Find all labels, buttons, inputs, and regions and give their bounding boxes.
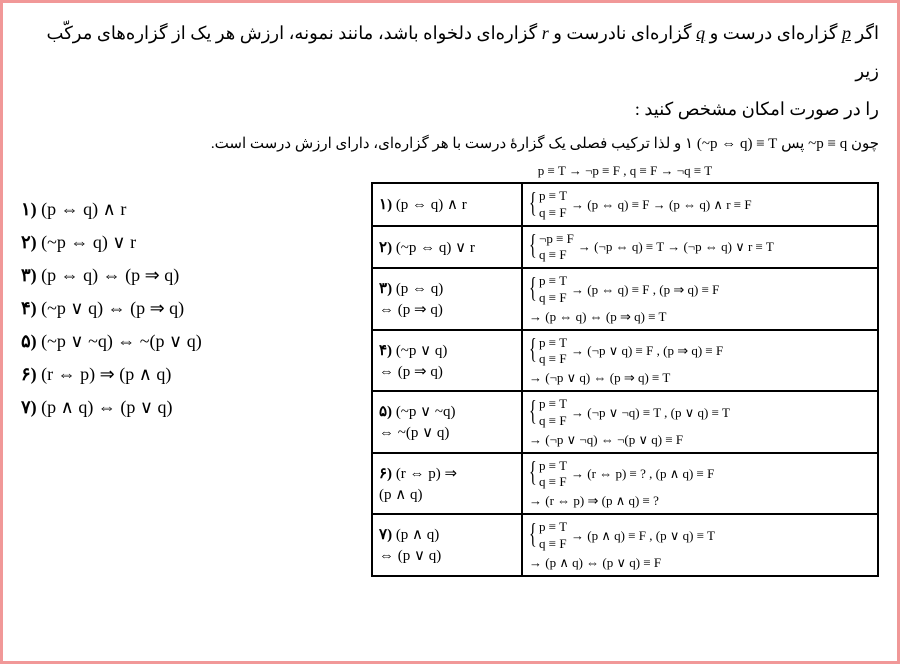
table-row: ٧) (p ∧ q)⇔ (p ∨ q)p ≡ Tq ≡ F→ (p ∧ q) ≡…: [372, 514, 878, 576]
row-rhs: p ≡ Tq ≡ F→ (r ⇔ p) ≡ ? , (p ∧ q) ≡ F→ (…: [522, 453, 878, 515]
item-formula: (p ⇔ q) ⇔ (p ⇒ q): [41, 265, 179, 285]
item-formula: (r ⇔ p) ⇒ (p ∧ q): [41, 364, 171, 384]
row-lhs: ۵) (~p ∨ ~q)⇔ ~(p ∨ q): [372, 391, 522, 453]
q-part: اگر: [851, 23, 879, 43]
problem-list: ١) (p ⇔ q) ∧ r ٢) (~p ⇔ q) ∨ r ٣) (p ⇔ q…: [21, 163, 341, 430]
intro-a: چون: [847, 136, 879, 152]
item-formula: (p ⇔ q) ∧ r: [41, 199, 126, 219]
row-rhs: ¬p ≡ Fq ≡ F→ (¬p ⇔ q) ≡ T → (¬p ⇔ q) ∨ r…: [522, 226, 878, 269]
table-row: ١) (p ⇔ q) ∧ rp ≡ Tq ≡ F→ (p ⇔ q) ≡ F → …: [372, 183, 878, 226]
table-row: ٢) (~p ⇔ q) ∨ r¬p ≡ Fq ≡ F→ (¬p ⇔ q) ≡ T…: [372, 226, 878, 269]
var-q: q: [696, 15, 705, 53]
row-rhs: p ≡ Tq ≡ F→ (p ⇔ q) ≡ F , (p ⇒ q) ≡ F→ (…: [522, 268, 878, 330]
item-num: ۶): [21, 364, 37, 384]
item-num: ٢): [21, 232, 37, 252]
row-rhs: p ≡ Tq ≡ F→ (p ⇔ q) ≡ F → (p ⇔ q) ∧ r ≡ …: [522, 183, 878, 226]
list-item: ٣) (p ⇔ q) ⇔ (p ⇒ q): [21, 265, 341, 286]
item-num: ۴): [21, 298, 37, 318]
var-p: p: [842, 15, 851, 53]
content-row: ١) (p ⇔ q) ∧ r ٢) (~p ⇔ q) ∨ r ٣) (p ⇔ q…: [21, 163, 879, 577]
item-num: ٧): [21, 397, 37, 417]
page-frame: اگر p گزاره‌ای درست و q گزاره‌ای نادرست …: [0, 0, 900, 664]
row-lhs: ٣) (p ⇔ q)⇔ (p ⇒ q): [372, 268, 522, 330]
list-item: ١) (p ⇔ q) ∧ r: [21, 199, 341, 220]
row-lhs: ٧) (p ∧ q)⇔ (p ∨ q): [372, 514, 522, 576]
q-line2: را در صورت امکان مشخص کنید :: [635, 99, 879, 119]
answer-intro: چون ~p ≡ q پس (~p ⇔ q) ≡ T ١ و لذا ترکیب…: [21, 134, 879, 153]
item-num: ٣): [21, 265, 37, 285]
item-formula: (p ∧ q) ⇔ (p ∨ q): [41, 397, 172, 417]
intro-c: ١ و لذا ترکیب فصلی یک گزارهٔ درست با هر …: [211, 136, 693, 152]
row-rhs: p ≡ Tq ≡ F→ (¬p ∨ q) ≡ F , (p ⇒ q) ≡ F→ …: [522, 330, 878, 392]
item-num: ۵): [21, 331, 37, 351]
table-row: ۶) (r ⇔ p) ⇒(p ∧ q)p ≡ Tq ≡ F→ (r ⇔ p) ≡…: [372, 453, 878, 515]
list-item: ۶) (r ⇔ p) ⇒ (p ∧ q): [21, 364, 341, 385]
table-row: ۵) (~p ∨ ~q)⇔ ~(p ∨ q)p ≡ Tq ≡ F→ (¬p ∨ …: [372, 391, 878, 453]
intro-f2: (~p ⇔ q) ≡ T: [697, 136, 777, 153]
list-item: ۴) (~p ∨ q) ⇔ (p ⇒ q): [21, 298, 341, 319]
item-formula: (~p ∨ q) ⇔ (p ⇒ q): [41, 298, 184, 318]
question-text: اگر p گزاره‌ای درست و q گزاره‌ای نادرست …: [21, 15, 879, 128]
row-lhs: ۴) (~p ∨ q)⇔ (p ⇒ q): [372, 330, 522, 392]
row-lhs: ۶) (r ⇔ p) ⇒(p ∧ q): [372, 453, 522, 515]
intro-f1: ~p ≡ q: [808, 136, 847, 153]
var-r: r: [542, 15, 549, 53]
list-item: ۵) (~p ∨ ~q) ⇔ ~(p ∨ q): [21, 331, 341, 352]
intro-b: پس: [777, 136, 804, 152]
row-rhs: p ≡ Tq ≡ F→ (¬p ∨ ¬q) ≡ T , (p ∨ q) ≡ T→…: [522, 391, 878, 453]
item-num: ١): [21, 199, 37, 219]
row-lhs: ٢) (~p ⇔ q) ∨ r: [372, 226, 522, 269]
solution-table: ١) (p ⇔ q) ∧ rp ≡ Tq ≡ F→ (p ⇔ q) ≡ F → …: [371, 182, 879, 577]
top-identity: p ≡ T → ¬p ≡ F , q ≡ F → ¬q ≡ T: [371, 163, 879, 179]
item-formula: (~p ⇔ q) ∨ r: [41, 232, 136, 252]
q-part: گزاره‌ای نادرست و: [549, 23, 692, 43]
item-formula: (~p ∨ ~q) ⇔ ~(p ∨ q): [41, 331, 202, 351]
row-lhs: ١) (p ⇔ q) ∧ r: [372, 183, 522, 226]
list-item: ٧) (p ∧ q) ⇔ (p ∨ q): [21, 397, 341, 418]
solution-column: p ≡ T → ¬p ≡ F , q ≡ F → ¬q ≡ T ١) (p ⇔ …: [371, 163, 879, 577]
table-row: ٣) (p ⇔ q)⇔ (p ⇒ q)p ≡ Tq ≡ F→ (p ⇔ q) ≡…: [372, 268, 878, 330]
list-item: ٢) (~p ⇔ q) ∨ r: [21, 232, 341, 253]
row-rhs: p ≡ Tq ≡ F→ (p ∧ q) ≡ F , (p ∨ q) ≡ T→ (…: [522, 514, 878, 576]
q-part: گزاره‌ای درست و: [705, 23, 837, 43]
table-row: ۴) (~p ∨ q)⇔ (p ⇒ q)p ≡ Tq ≡ F→ (¬p ∨ q)…: [372, 330, 878, 392]
